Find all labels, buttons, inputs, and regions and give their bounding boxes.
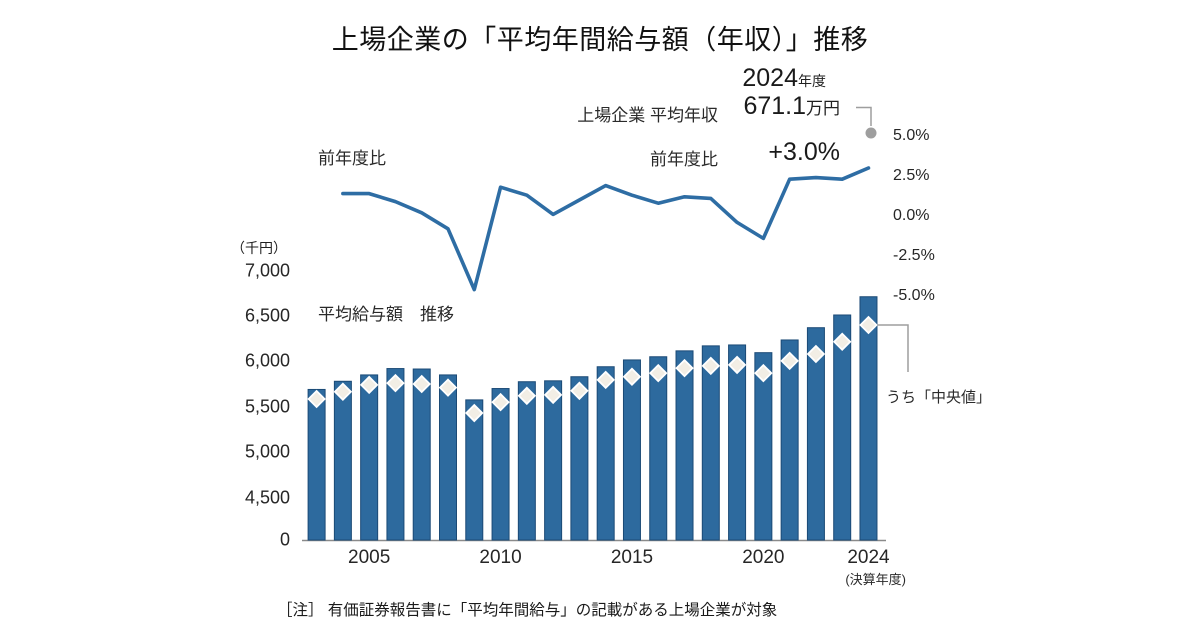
left-axis-tick-6,500: 6,500 <box>244 305 290 326</box>
x-axis-tick-2015: 2015 <box>610 547 654 568</box>
average-salary-unit: 万円 <box>806 99 840 118</box>
salary-bar-2017 <box>675 350 694 541</box>
average-salary-number: 671.1 <box>743 92 806 120</box>
right-axis-tick-0.0%: 0.0% <box>893 207 930 224</box>
yoy-line <box>341 166 871 292</box>
avg-leader-dot <box>865 127 877 139</box>
left-axis-tick-5,000: 5,000 <box>244 441 290 462</box>
median-diamond-2014 <box>596 370 615 390</box>
median-diamond-2015 <box>622 367 642 387</box>
footnote: ［注］ 有価証券報告書に「平均年間給与」の記載がある上場企業が対象 <box>277 602 778 619</box>
median-diamond-2012 <box>543 385 563 405</box>
salary-bar-2016 <box>649 356 668 541</box>
average-salary-label: 上場企業 平均年収 <box>577 106 718 125</box>
right-axis-tick--5.0%: -5.0% <box>893 287 935 304</box>
median-diamond-2018 <box>701 356 721 376</box>
left-axis-tick-0: 0 <box>279 529 290 550</box>
salary-bar-2013 <box>570 376 589 541</box>
salary-bar-2018 <box>701 345 720 541</box>
median-diamond-2021 <box>780 351 799 371</box>
salary-bar-2014 <box>596 366 615 541</box>
page-title: 上場企業の「平均年間給与額（年収）」推移 <box>331 25 869 55</box>
median-diamond-2011 <box>517 386 537 406</box>
x-axis-tick-2020: 2020 <box>742 547 785 568</box>
salary-bar-2003 <box>307 388 326 541</box>
right-axis-tick-5.0%: 5.0% <box>893 127 930 144</box>
salary-bar-2022 <box>806 327 825 541</box>
median-diamond-2003 <box>307 389 326 409</box>
x-axis-tick-2010: 2010 <box>479 547 522 568</box>
left-axis-tick-7,000: 7,000 <box>244 260 290 280</box>
bar-series-label: 平均給与額 推移 <box>318 305 454 324</box>
salary-bar-2015 <box>622 359 641 541</box>
right-axis-tick-2.5%: 2.5% <box>893 167 930 184</box>
x-axis-tick-2024: 2024 <box>847 547 890 568</box>
x-axis-note: (決算年度) <box>845 572 906 587</box>
median-diamond-2016 <box>648 363 668 383</box>
salary-bar-2020 <box>754 352 773 541</box>
salary-bar-2004 <box>333 380 352 541</box>
median-diamond-2020 <box>754 363 773 383</box>
left-axis-tick-4,500: 4,500 <box>244 487 290 507</box>
average-salary-value: 671.1万円 <box>700 92 840 121</box>
avg-leader-line <box>856 106 872 126</box>
median-diamond-2004 <box>333 382 353 401</box>
salary-bar-2019 <box>728 344 747 541</box>
x-axis-tick-2005: 2005 <box>348 547 391 568</box>
median-diamond-2009 <box>465 403 484 423</box>
median-diamond-2019 <box>727 355 747 375</box>
left-axis-tick-6,000: 6,000 <box>244 350 290 371</box>
median-diamond-2023 <box>832 332 852 352</box>
salary-bar-2009 <box>465 399 484 541</box>
median-diamond-2007 <box>412 374 431 394</box>
median-diamond-2022 <box>806 344 826 364</box>
salary-bar-2005 <box>360 374 379 541</box>
median-diamond-2008 <box>438 378 458 397</box>
fiscal-year-value: 2024 <box>742 64 798 92</box>
median-diamond-2013 <box>570 381 589 401</box>
salary-bar-2011 <box>517 381 536 541</box>
salary-bar-2012 <box>544 380 563 541</box>
median-diamond-2010 <box>491 392 510 412</box>
fiscal-year-suffix: 年度 <box>798 73 826 89</box>
median-diamond-2006 <box>386 373 405 393</box>
median-diamond-2017 <box>675 358 694 378</box>
salary-bar-2007 <box>412 368 431 541</box>
line-series-label: 前年度比 <box>318 149 386 168</box>
salary-bar-2008 <box>439 374 457 541</box>
right-axis-tick--2.5%: -2.5% <box>893 247 935 264</box>
yoy-label: 前年度比 <box>650 150 718 169</box>
salary-bar-2024 <box>859 296 878 541</box>
salary-bar-2021 <box>780 339 799 541</box>
median-diamond-2005 <box>359 375 379 395</box>
fiscal-year-annotation: 2024年度 <box>600 64 826 93</box>
salary-bar-2006 <box>386 368 405 541</box>
salary-bar-2010 <box>491 388 510 541</box>
yoy-value: +3.0% <box>768 138 840 166</box>
salary-bar-2023 <box>833 314 852 541</box>
median-callout-label: うち「中央値」 <box>886 389 992 406</box>
median-leader-line <box>877 324 909 372</box>
median-diamond-2024 <box>859 315 878 335</box>
left-axis-unit-label: （千円） <box>231 240 287 256</box>
left-axis-tick-5,500: 5,500 <box>244 396 290 417</box>
